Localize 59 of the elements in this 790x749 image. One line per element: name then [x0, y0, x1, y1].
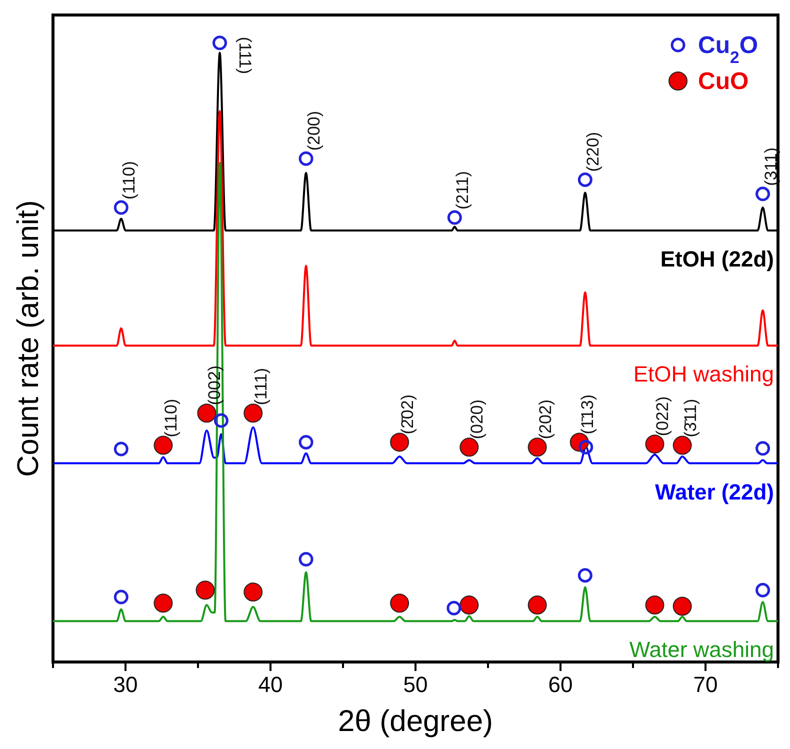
annotation: (202): [536, 399, 555, 440]
annotation: (1̄13): [578, 394, 597, 434]
series-label: Water (22d): [655, 479, 774, 504]
point: [197, 404, 216, 423]
annotation: (022): [653, 396, 672, 436]
annotation: (211): [453, 171, 472, 210]
point: [672, 436, 692, 455]
annotation: (111): [235, 36, 254, 74]
x-tick-label: 30: [113, 672, 138, 697]
point: [528, 596, 547, 615]
annotation: (111): [252, 368, 271, 406]
legend-label: Cu$_{2}$O: [698, 32, 758, 66]
series-label: EtOH (22d): [660, 246, 774, 272]
point: [114, 200, 128, 215]
point: [244, 404, 263, 423]
point: [447, 210, 462, 225]
x-axis-title: 2θ (degree): [338, 705, 494, 738]
point: [298, 434, 314, 450]
point: [214, 413, 228, 428]
point: [446, 600, 462, 616]
annotation: (220): [584, 132, 603, 172]
point: [390, 432, 410, 452]
annotation: (200): [304, 110, 324, 151]
point: [645, 596, 664, 615]
point: [578, 172, 592, 187]
point: [196, 580, 215, 600]
x-tick-label: 40: [258, 672, 283, 697]
x-tick-label: 60: [548, 672, 573, 697]
point: [154, 436, 173, 455]
point: [460, 438, 479, 457]
x-tick-label: 50: [403, 672, 428, 697]
annotation: (110): [162, 398, 181, 438]
point: [460, 596, 479, 615]
series-label: Water washing: [629, 637, 774, 662]
annotation: (110): [120, 161, 139, 200]
point: [756, 186, 770, 202]
point: [578, 568, 592, 583]
point: [154, 594, 173, 613]
annotation: (311): [761, 147, 780, 186]
y-axis-title: Count rate (arb. unit): [12, 200, 45, 477]
point: [114, 590, 128, 604]
point: [244, 582, 263, 602]
point: [390, 594, 410, 613]
annotation: (020): [468, 399, 487, 440]
point: [672, 596, 692, 616]
point: [645, 434, 664, 454]
annotation: (2̄02): [398, 394, 418, 434]
point: [114, 442, 128, 456]
point: [756, 441, 770, 456]
point: [528, 438, 547, 457]
point: [298, 151, 314, 166]
annotation: (002): [205, 365, 224, 406]
x-tick-label: 70: [693, 672, 718, 697]
annotation: (3̄11): [680, 398, 700, 438]
point: [212, 36, 227, 50]
point: [756, 582, 770, 598]
point: [298, 552, 314, 566]
legend-label: CuO: [698, 68, 749, 95]
series-label: EtOH washing: [633, 362, 774, 387]
